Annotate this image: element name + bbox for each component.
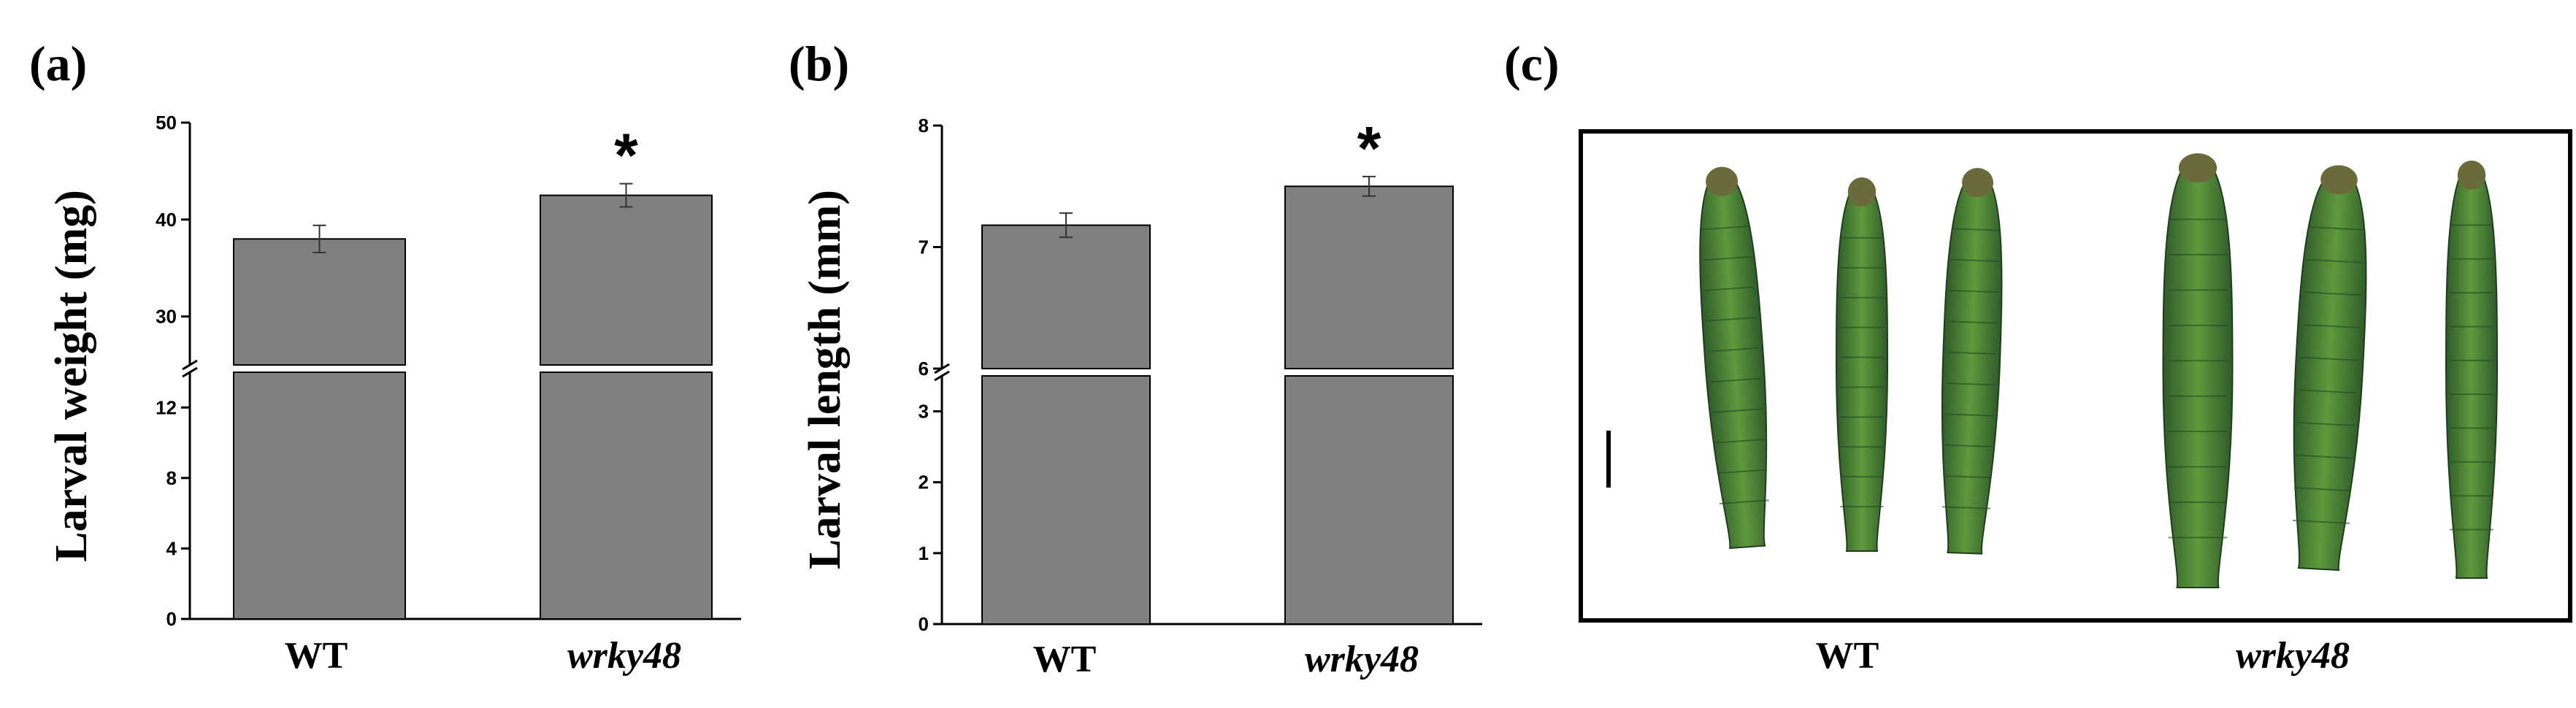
panel-b-axis-break-mark: [934, 370, 950, 382]
larva-segment: [2302, 323, 2361, 329]
larva-wrky48-1: [2162, 153, 2234, 588]
panel-b-label: (b): [789, 36, 849, 91]
larva-segment: [2307, 226, 2366, 231]
panel-b-bar-1-lower: [1284, 375, 1454, 625]
larva-segment: [1704, 286, 1755, 292]
larva-segment: [1706, 317, 1757, 322]
panel-a-significance-star: *: [614, 121, 638, 190]
larva-wt-1: [1699, 166, 1769, 550]
larva-segment: [1947, 351, 1996, 355]
larva-body: [1699, 167, 1768, 550]
larva-segment: [1950, 289, 1998, 293]
larva-head: [1706, 166, 1739, 196]
larva-segment: [2297, 421, 2355, 427]
larva-segment: [1945, 413, 1994, 417]
panel-b-bar-0-upper: [981, 224, 1151, 369]
panel-a-weight-chart: (a) Larval weight (mg) 30 40 50 0 4 8 12 * WT w…: [29, 36, 741, 677]
panel-a-category-wrky48: wrky48: [567, 635, 681, 677]
larva-segment: [2301, 356, 2358, 361]
panel-b-significance-star: *: [1357, 114, 1381, 182]
panel-a-axis-break-mark: [182, 359, 198, 371]
panel-a-y-tick-label: 12: [156, 396, 177, 418]
larva-segment: [1717, 469, 1767, 474]
panel-b-bar-0-lower: [981, 375, 1151, 625]
panel-a-bar-1-lower: [540, 372, 713, 620]
larva-wt-3: [1941, 168, 2003, 555]
larva-head: [1847, 177, 1877, 207]
panel-b-bar-1-upper: [1284, 185, 1454, 369]
photo-group-label-wt: WT: [1816, 635, 1879, 677]
larva-segment: [1702, 255, 1752, 261]
larva-segment: [1944, 444, 1993, 447]
larva-segment: [1950, 258, 1999, 262]
panel-c-label: (c): [1504, 36, 1559, 91]
panel-b-y-tick-label: 0: [919, 613, 929, 635]
panel-b-y-tick-label: 1: [919, 542, 929, 564]
larva-segment: [1713, 408, 1763, 413]
larva-head: [1962, 168, 1993, 198]
panel-a-y-tick-label: 50: [156, 112, 177, 134]
larva-wrky48-3: [2445, 161, 2499, 579]
larva-body: [2162, 153, 2234, 588]
panel-a-y-axis-title: Larval weight (mg): [47, 190, 96, 562]
panel-a-label: (a): [29, 36, 87, 91]
larva-body: [1835, 177, 1889, 552]
photo-group-label-wrky48: wrky48: [2236, 635, 2350, 677]
panel-a-y-tick-label: 30: [156, 306, 177, 328]
larva-segment: [2292, 519, 2350, 525]
larva-head: [2320, 165, 2358, 195]
panel-a-bar-0-upper: [233, 238, 406, 366]
panel-a-y-tick-label: 0: [166, 608, 177, 630]
larva-segment: [1943, 475, 1992, 479]
larva-segment: [1711, 377, 1761, 383]
larva-segment: [2294, 487, 2352, 492]
panel-a-y-tick-label: 8: [166, 467, 177, 489]
panel-c-larvae-photo: (c) WT wrky48: [1504, 36, 2572, 677]
panel-a-bar-1-upper: [540, 194, 713, 366]
panel-a-y-tick-label: 40: [156, 209, 177, 231]
panel-a-axis-break-mark: [182, 366, 198, 378]
panel-a-category-wt: WT: [285, 635, 348, 677]
panel-b-category-wt: WT: [1033, 639, 1097, 680]
panel-b-y-axis-title: Larval length (mm): [800, 190, 850, 569]
larva-segment: [1946, 382, 1996, 386]
larva-head: [2178, 153, 2217, 182]
larva-wt-2: [1835, 177, 1889, 552]
larva-segment: [1948, 320, 1998, 324]
panel-a-bar-0-lower: [233, 372, 406, 620]
larva-wrky48-2: [2292, 165, 2367, 572]
larva-segment: [2299, 389, 2357, 394]
panel-b-y-tick-label: 7: [919, 236, 929, 258]
larva-segment: [2304, 291, 2362, 296]
panel-a-y-tick-label: 4: [166, 537, 177, 559]
panel-b-y-tick-label: 6: [919, 358, 929, 380]
larva-head: [2457, 161, 2486, 190]
panel-b-category-wrky48: wrky48: [1305, 639, 1419, 680]
larva-segment: [2306, 258, 2364, 263]
panel-b-y-tick-label: 2: [919, 472, 929, 493]
larva-segment: [1700, 225, 1750, 231]
larva-segment: [1941, 506, 1991, 509]
panel-b-y-tick-label: 3: [919, 401, 929, 423]
larva-segment: [2296, 454, 2353, 459]
larva-segment: [1709, 347, 1759, 353]
larva-segment: [1952, 228, 2001, 231]
larva-body: [2445, 161, 2499, 579]
larva-body: [1941, 169, 2003, 555]
larva-segment: [1715, 438, 1765, 444]
larva-segment: [1719, 499, 1769, 505]
panel-b-length-chart: (b) Larval length (mm) 6 7 8 0 1 2 3 * WT wrky4…: [789, 36, 1482, 680]
panel-b-y-tick-label: 8: [919, 115, 929, 136]
larva-body: [2293, 166, 2367, 572]
